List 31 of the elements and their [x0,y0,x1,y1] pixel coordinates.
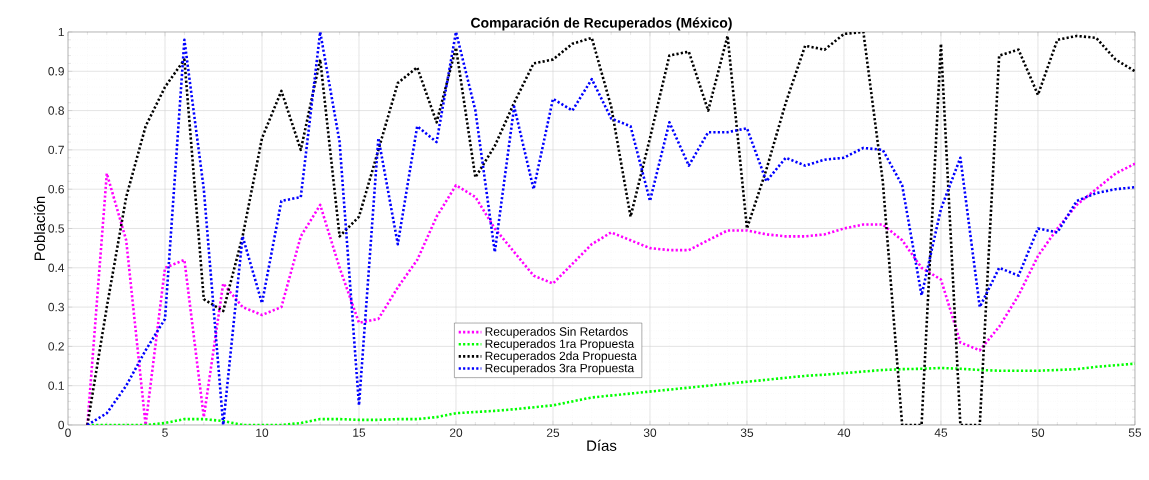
chart-title: Comparación de Recuperados (México) [471,17,732,31]
legend-label: Recuperados 1ra Propuesta [485,339,635,351]
y-tick-label: 0 [58,420,65,430]
y-axis-title: Población [33,196,46,261]
y-tick-label: 0.1 [48,381,64,390]
y-tick-label: 0.8 [48,106,64,115]
y-tick-label: 0.2 [48,342,64,351]
y-tick-label: 0.6 [48,184,64,194]
x-tick-label: 25 [546,428,560,437]
x-axis-title: Días [587,439,617,451]
x-tick-label: 10 [256,428,269,437]
legend-label: Recuperados 2da Propuesta [485,351,637,363]
x-tick-label: 20 [449,428,463,437]
y-tick-label: 0.5 [48,224,64,233]
x-tick-label: 0 [65,428,71,437]
y-tick-label: 0.4 [48,263,65,273]
x-tick-label: 55 [1128,428,1142,437]
y-tick-label: 1 [58,27,64,37]
y-tick-label: 0.9 [48,67,64,76]
legend-label: Recuperados 3ra Propuesta [485,363,635,375]
x-tick-label: 45 [934,428,948,437]
y-tick-label: 0.7 [48,145,64,155]
x-tick-label: 35 [740,428,754,437]
x-tick-label: 30 [643,428,657,437]
x-tick-label: 5 [162,428,168,437]
y-tick-label: 0.3 [48,302,64,312]
x-tick-label: 50 [1031,428,1045,437]
x-tick-label: 40 [837,428,851,437]
legend-label: Recuperados Sin Retardos [485,327,628,339]
line-series [86,31,1135,425]
x-tick-label: 15 [353,428,366,437]
